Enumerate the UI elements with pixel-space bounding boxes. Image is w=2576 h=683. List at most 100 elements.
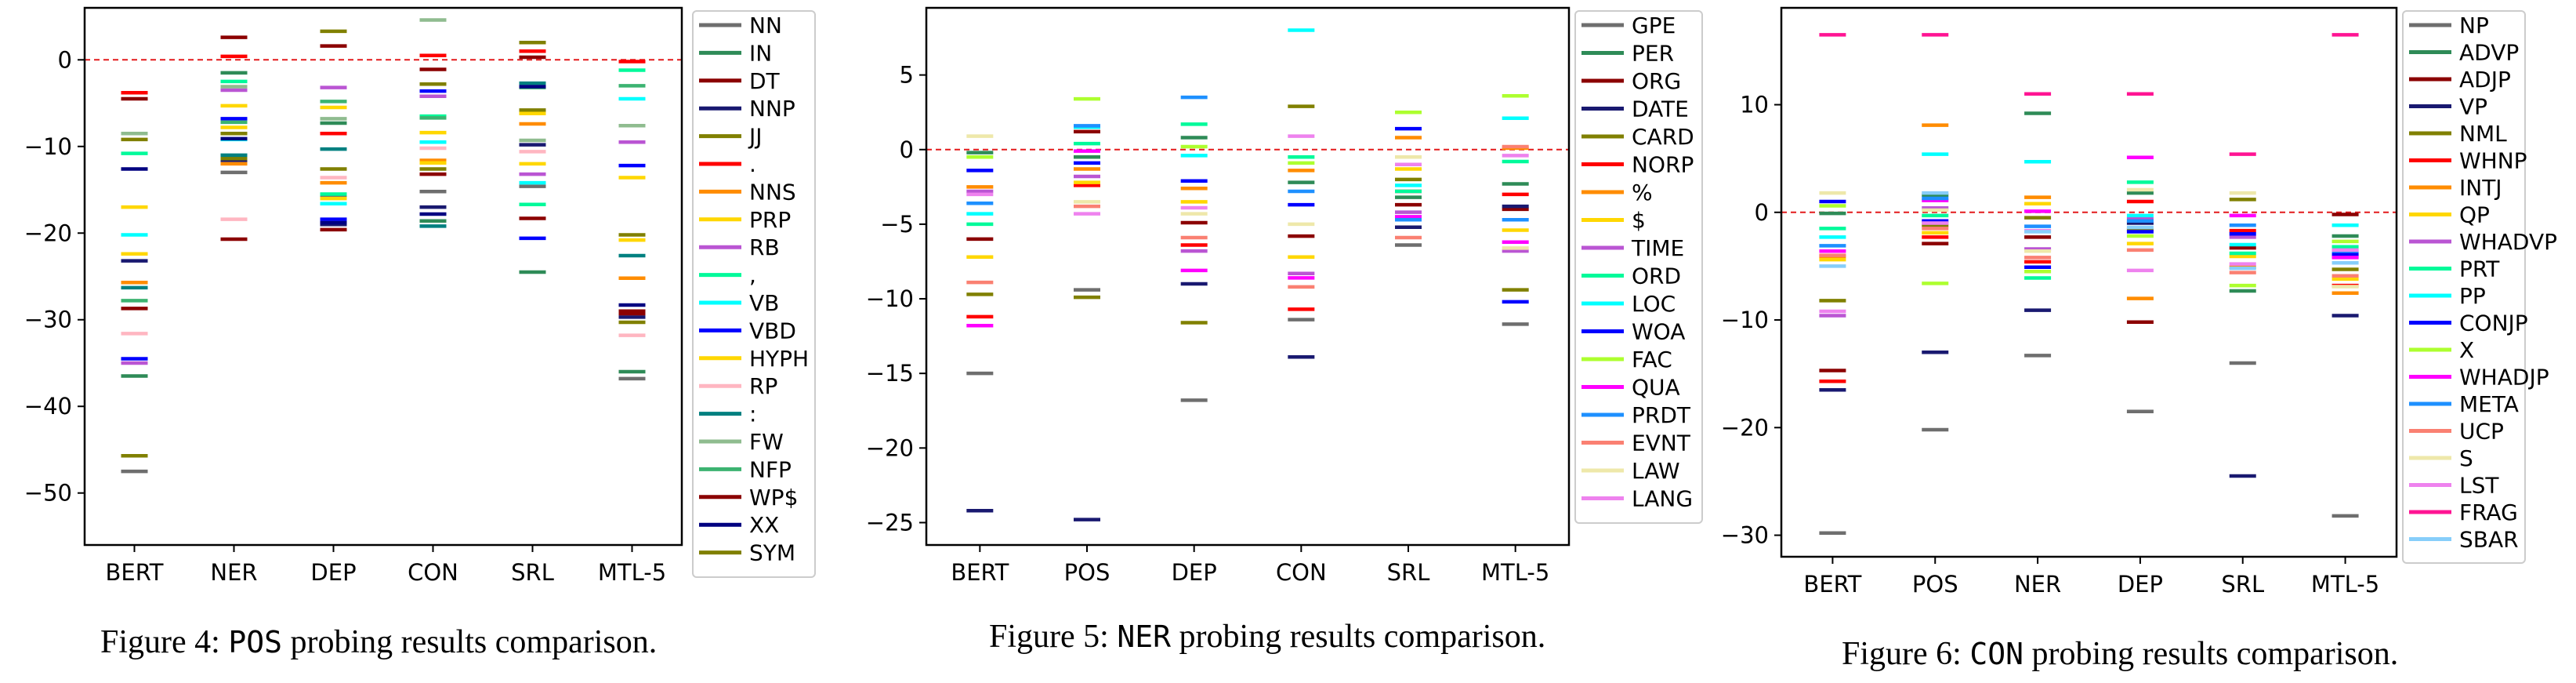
caption-figure-5: Figure 5: NER probing results comparison… [989,619,1546,655]
legend-label: RP [749,373,777,399]
legend-label: LST [2459,473,2499,499]
legend-label: RB [749,234,780,260]
legend-label: WHNP [2459,148,2527,174]
legend-label: FRAG [2459,500,2518,525]
y-tick-label: −20 [24,220,72,246]
legend-label: CARD [1632,124,1694,150]
legend-label: QP [2459,202,2490,228]
legend-label: HYPH [749,346,809,372]
x-tick-label: POS [1064,559,1110,586]
y-tick-label: −30 [1721,522,1769,549]
legend-label: GPE [1632,13,1676,38]
legend-label: PP [2459,283,2486,309]
legend-label: $ [1632,208,1646,234]
legend-label: , [749,263,756,289]
caption-figure-4: Figure 4: POS probing results comparison… [100,624,658,660]
legend-label: META [2459,391,2519,417]
y-tick-label: 5 [900,62,914,89]
legend-label: : [749,401,756,427]
plot-frame [925,6,1571,547]
legend-label: WOA [1632,319,1685,345]
legend-label: PRT [2459,256,2500,282]
legend-label: INTJ [2459,175,2502,201]
legend-label: NP [2459,13,2489,38]
legend-label: NML [2459,121,2507,147]
y-tick-label: −50 [24,480,72,507]
x-tick-label: NER [2014,571,2061,598]
legend-label: VB [749,290,779,316]
legend-label: FW [749,429,784,455]
legend-label: LANG [1632,486,1693,512]
legend-label: NORP [1632,152,1694,178]
y-tick-label: 0 [900,136,914,163]
legend-label: % [1632,180,1653,205]
legend-label: ADVP [2459,40,2519,66]
x-tick-label: MTL-5 [598,559,666,586]
x-tick-label: MTL-5 [2311,571,2379,598]
legend-label: QUA [1632,375,1680,401]
x-tick-label: SRL [2221,571,2264,598]
chart-1: 0 −10 −20 −30 −40 −50 BERT NER DEP CON SRL MTL-5 NNI… [24,6,816,586]
legend-label: WHADVP [2459,229,2557,255]
y-tick-label: −10 [24,133,72,160]
x-tick-label: CON [408,559,458,586]
y-tick-label: 0 [58,46,72,73]
legend-label: LOC [1632,291,1676,317]
y-tick-label: −25 [866,509,914,536]
legend-label: FAC [1632,347,1672,372]
x-tick-label: BERT [1803,571,1861,598]
legend-label: LAW [1632,458,1680,484]
legend-box [692,10,816,578]
legend-label: VBD [749,318,796,343]
legend-box [1574,10,1703,524]
x-tick-label: DEP [1172,559,1217,586]
chart-3: 10 0 −10 −20 −30 BERT POS NER DEP SRL MTL-5 NPADVPA… [1721,6,2557,598]
legend-label: S [2459,445,2473,471]
legend-label: ADJP [2459,67,2511,93]
legend-label: UCP [2459,419,2504,445]
legend-label: NNS [749,179,796,205]
y-tick-label: 0 [1755,199,1769,226]
legend-label: DATE [1632,96,1689,122]
legend-label: JJ [748,124,763,150]
y-tick-label: −10 [1721,307,1769,333]
y-tick-label: −30 [24,307,72,333]
x-tick-label: NER [210,559,257,586]
legend-label: PRDT [1632,402,1691,428]
y-tick-label: 10 [1740,92,1769,118]
x-tick-label: SRL [1387,559,1430,586]
legend-label: WHADJP [2459,365,2549,391]
legend-label: XX [749,512,779,538]
legend-label: ORG [1632,68,1681,94]
y-tick-label: −15 [866,360,914,387]
legend-label: PRP [749,207,791,233]
x-tick-label: DEP [2118,571,2163,598]
legend-label: NN [749,13,782,38]
legend-label: . [749,151,756,177]
legend-label: PER [1632,41,1674,67]
legend-box [2402,10,2526,564]
plot-frame [83,6,683,547]
plot-frame [1780,6,2398,558]
y-tick-label: −5 [880,211,914,238]
legend-label: DT [749,68,781,94]
legend-label: ORD [1632,263,1681,289]
y-tick-label: −10 [866,285,914,312]
x-tick-label: DEP [310,559,356,586]
legend-label: CONJP [2459,311,2528,336]
x-tick-label: SRL [511,559,554,586]
legend-label: SBAR [2459,527,2519,553]
legend-label: SYM [749,540,795,566]
legend-label: VP [2459,94,2487,120]
y-tick-label: −20 [1721,414,1769,441]
legend-label: IN [749,40,772,66]
legend-label: WP$ [749,485,798,510]
x-tick-label: CON [1276,559,1327,586]
legend-label: TIME [1631,235,1684,261]
y-tick-label: −20 [866,434,914,461]
y-tick-label: −40 [24,393,72,420]
x-tick-label: BERT [106,559,164,586]
chart-2: 5 0 −5 −10 −15 −20 −25 BERT POS DEP CON SRL MTL-5 GPE… [866,6,1703,586]
legend-label: EVNT [1632,431,1691,456]
